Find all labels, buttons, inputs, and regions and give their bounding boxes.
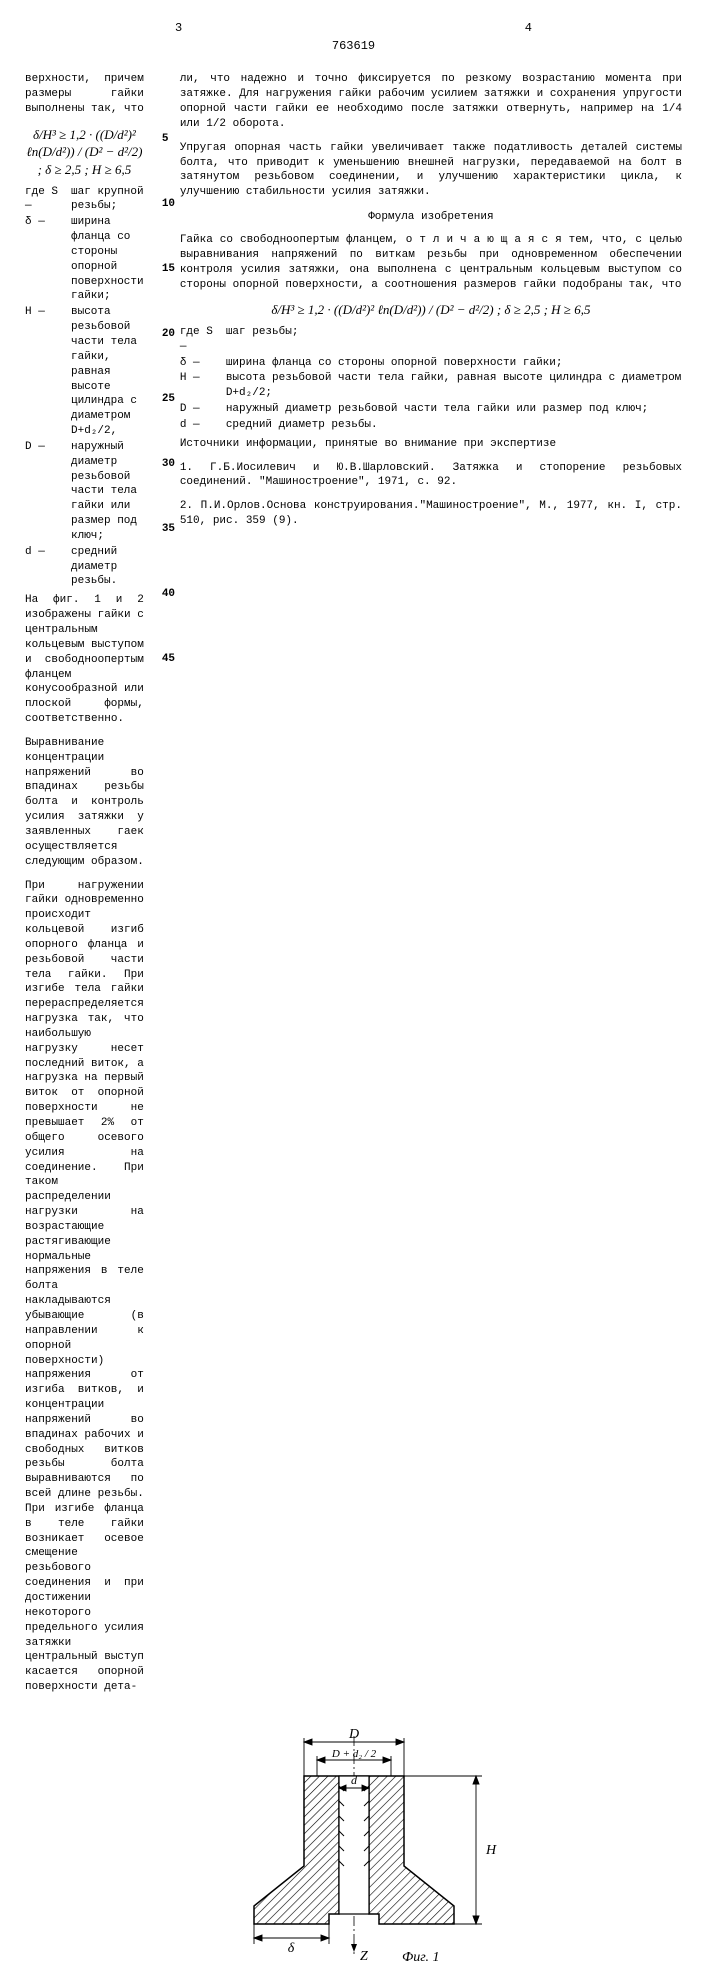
reference-2: 2. П.И.Орлов.Основа конструирования."Маш…	[180, 499, 682, 529]
formula-title: Формула изобретения	[180, 210, 682, 225]
reference-1: 1. Г.Б.Иосилевич и Ю.В.Шарловский. Затяж…	[180, 461, 682, 491]
line-num: 35	[162, 522, 180, 535]
line-num: 15	[162, 262, 180, 275]
right-column: ли, что надежно и точно фиксируется по р…	[180, 72, 682, 1704]
left-formula: δ/H³ ≥ 1,2 · ((D/d²)² ℓn(D/d²)) / (D² − …	[25, 126, 144, 179]
document-number: 763619	[25, 38, 682, 54]
where-symbol: где S —	[25, 185, 71, 215]
page-number-right: 4	[525, 20, 532, 36]
left-column: верхности, причем размеры гайки выполнен…	[25, 72, 144, 1704]
line-num: 40	[162, 587, 180, 600]
where-def: средний диаметр резьбы.	[71, 545, 144, 590]
line-num: 45	[162, 652, 180, 665]
where-def: шаг крупной резьбы;	[71, 185, 144, 215]
dim-label-D: D	[347, 1727, 358, 1742]
where-symbol: d —	[25, 545, 71, 590]
where-def: высота резьбовой части тела гайки, равна…	[226, 371, 682, 401]
line-num: 5	[162, 132, 180, 145]
left-p3: При нагружении гайки одновременно происх…	[25, 879, 144, 1695]
dim-label-d: d	[351, 1773, 358, 1787]
right-where-list: где S —шаг резьбы; δ —ширина фланца со с…	[180, 325, 682, 433]
line-num: 10	[162, 197, 180, 210]
where-symbol: d —	[180, 418, 226, 433]
where-def: наружный диаметр резьбовой части тела га…	[71, 440, 144, 544]
where-symbol: δ —	[180, 356, 226, 371]
line-num: 25	[162, 392, 180, 405]
where-def: средний диаметр резьбы.	[226, 418, 682, 433]
where-def: шаг резьбы;	[226, 325, 682, 355]
figure-caption: Фиг. 1	[402, 1950, 440, 1965]
left-opening: верхности, причем размеры гайки выполнен…	[25, 72, 144, 117]
where-symbol: где S —	[180, 325, 226, 355]
where-symbol: H —	[25, 305, 71, 439]
where-symbol: D —	[180, 402, 226, 417]
right-p3: Гайка со свободноопертым фланцем, о т л …	[180, 233, 682, 292]
left-p1: На фиг. 1 и 2 изображены гайки с централ…	[25, 593, 144, 727]
nut-cross-section-svg: D D + d₂ / 2 d δ H Z Фиг. 1	[184, 1716, 524, 1966]
sources-heading: Источники информации, принятые во вниман…	[180, 437, 682, 452]
where-symbol: H —	[180, 371, 226, 401]
right-formula: δ/H³ ≥ 1,2 · ((D/d²)² ℓn(D/d²)) / (D² − …	[180, 301, 682, 319]
where-def: ширина фланца со стороны опорной поверхн…	[226, 356, 682, 371]
figure-1: D D + d₂ / 2 d δ H Z Фиг. 1	[25, 1716, 682, 1966]
page-number-left: 3	[175, 20, 182, 36]
line-number-gutter: 5 10 15 20 25 30 35 40 45	[162, 72, 180, 1704]
where-symbol: D —	[25, 440, 71, 544]
left-p2: Выравнивание концентрации напряжений во …	[25, 736, 144, 870]
right-p2: Упругая опорная часть гайки увеличивает …	[180, 141, 682, 200]
dim-label-H: H	[485, 1843, 497, 1858]
dim-label-Dd2: D + d₂ / 2	[330, 1748, 376, 1760]
left-where-list: где S —шаг крупной резьбы; δ —ширина фла…	[25, 185, 144, 590]
line-num: 30	[162, 457, 180, 470]
where-def: ширина фланца со стороны опорной поверхн…	[71, 215, 144, 304]
where-def: высота резьбовой части тела гайки, равна…	[71, 305, 144, 439]
axis-label-Z: Z	[360, 1949, 368, 1964]
dim-label-delta: δ	[287, 1941, 294, 1956]
right-p1: ли, что надежно и точно фиксируется по р…	[180, 72, 682, 131]
line-num: 20	[162, 327, 180, 340]
where-def: наружный диаметр резьбовой части тела га…	[226, 402, 682, 417]
where-symbol: δ —	[25, 215, 71, 304]
